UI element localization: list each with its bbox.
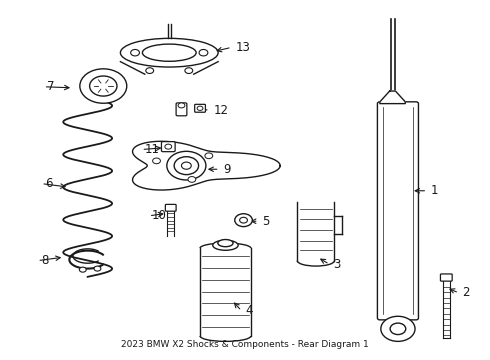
Circle shape: [188, 176, 196, 182]
Circle shape: [80, 69, 127, 103]
Ellipse shape: [213, 240, 238, 250]
Text: 2023 BMW X2 Shocks & Components - Rear Diagram 1: 2023 BMW X2 Shocks & Components - Rear D…: [121, 340, 369, 349]
Ellipse shape: [143, 44, 196, 61]
Circle shape: [90, 76, 117, 96]
FancyBboxPatch shape: [161, 141, 175, 152]
Circle shape: [146, 68, 154, 73]
Circle shape: [235, 214, 252, 226]
Text: 10: 10: [152, 210, 167, 222]
FancyBboxPatch shape: [377, 102, 418, 320]
Circle shape: [79, 267, 86, 272]
Circle shape: [165, 144, 172, 149]
Text: 4: 4: [245, 305, 252, 318]
FancyBboxPatch shape: [441, 274, 452, 281]
Circle shape: [390, 323, 406, 334]
Text: 1: 1: [431, 184, 438, 197]
Ellipse shape: [121, 39, 218, 67]
Circle shape: [205, 153, 213, 159]
Text: 6: 6: [45, 177, 52, 190]
Text: 13: 13: [235, 41, 250, 54]
FancyBboxPatch shape: [176, 103, 187, 116]
Circle shape: [152, 158, 160, 164]
Text: 7: 7: [47, 80, 54, 93]
Circle shape: [174, 157, 198, 175]
Circle shape: [94, 266, 101, 271]
Circle shape: [181, 162, 191, 169]
Circle shape: [240, 217, 247, 223]
FancyBboxPatch shape: [165, 204, 176, 211]
Ellipse shape: [218, 239, 233, 247]
Text: 9: 9: [223, 163, 230, 176]
Text: 5: 5: [262, 215, 270, 228]
Circle shape: [197, 106, 203, 111]
Circle shape: [185, 68, 193, 73]
Polygon shape: [380, 91, 405, 104]
FancyBboxPatch shape: [195, 104, 205, 112]
Text: 2: 2: [463, 287, 470, 300]
Text: 12: 12: [213, 104, 228, 117]
Circle shape: [131, 49, 140, 56]
Circle shape: [167, 151, 206, 180]
Polygon shape: [133, 141, 280, 190]
Circle shape: [199, 49, 208, 56]
Text: 3: 3: [333, 258, 341, 271]
Circle shape: [381, 316, 415, 341]
Circle shape: [178, 103, 185, 108]
Text: 8: 8: [41, 254, 48, 267]
Text: 11: 11: [145, 143, 160, 156]
